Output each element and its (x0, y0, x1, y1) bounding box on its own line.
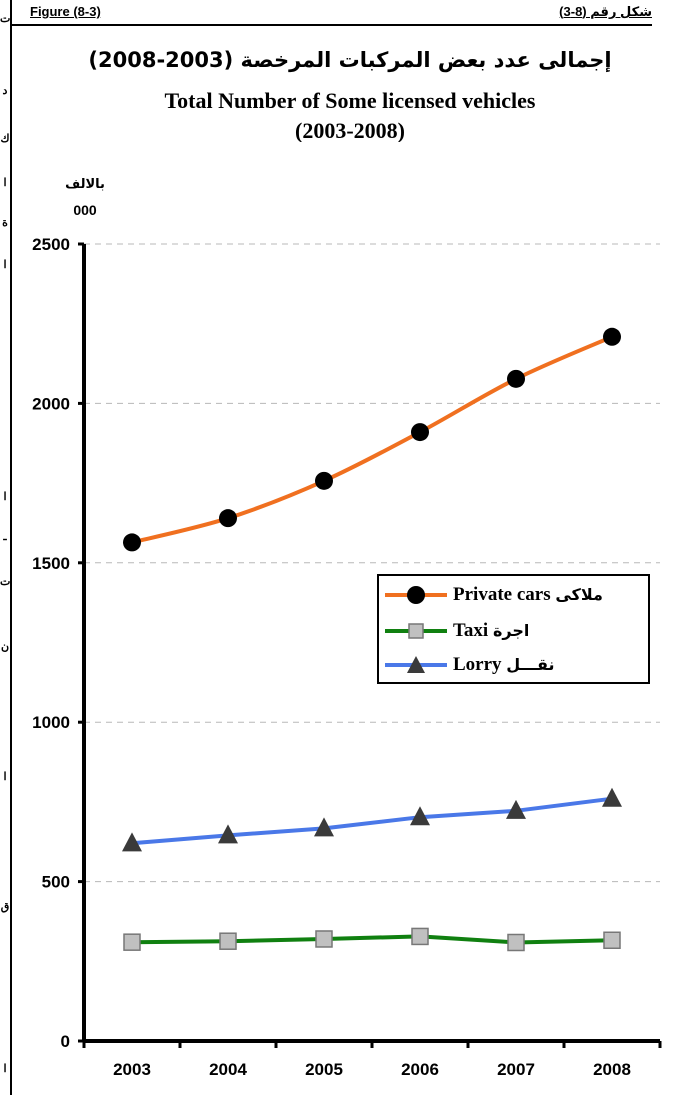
data-point-private (315, 471, 333, 490)
data-point-private (219, 509, 237, 528)
x-tick-label: 2005 (305, 1060, 343, 1079)
cropped-margin-glyph: ن (0, 641, 10, 653)
triangle-marker-icon (407, 656, 425, 673)
legend-item-lorry: Lorry نقـــل (379, 650, 648, 680)
legend-label-taxi-en: Taxi (453, 620, 489, 641)
data-point-lorry (218, 824, 238, 844)
cropped-margin-glyph: ا (3, 177, 7, 189)
x-tick-label: 2007 (497, 1060, 535, 1079)
square-marker-icon (408, 623, 424, 639)
y-tick-label: 500 (42, 873, 70, 892)
cropped-margin-glyph: ـ (3, 531, 7, 543)
cropped-margin-glyph: ا (3, 1063, 7, 1075)
series-line-private (131, 334, 613, 545)
cropped-margin-glyph: د (2, 85, 8, 97)
data-point-lorry (602, 787, 622, 807)
y-tick-label: 2500 (32, 235, 70, 254)
legend-item-private-cars: Private cars ملاكى (379, 580, 648, 610)
unit-label-thousands: 000 (73, 202, 97, 218)
cropped-margin-glyph: ا (3, 259, 7, 271)
data-point-lorry (506, 799, 526, 819)
unit-label-arabic: بالالف (65, 176, 105, 191)
legend-label-lorry-ar: نقـــل (506, 655, 555, 674)
data-point-taxi (315, 930, 333, 948)
legend-label-private-ar: ملاكى (555, 585, 603, 604)
x-tick-label: 2004 (209, 1060, 247, 1079)
cropped-margin-glyph: ت (0, 576, 10, 588)
legend-label-private-en: Private cars (453, 584, 551, 605)
legend-label-lorry: Lorry نقـــل (453, 654, 555, 676)
data-point-lorry (410, 806, 430, 826)
data-point-taxi (603, 931, 621, 950)
page-margin-bar: ت د ك ا ة ا ا ـ ت ن ا ق ا (0, 0, 12, 1095)
chart-title-english: Total Number of Some licensed vehicles (164, 88, 536, 113)
y-tick-label: 1500 (32, 554, 70, 573)
cropped-margin-glyph: ا (3, 771, 7, 783)
chart-title-years: (2003-2008) (295, 118, 405, 142)
figure-number-en: Figure (8-3) (30, 4, 101, 19)
y-tick-label: 1000 (32, 713, 70, 732)
legend-label-lorry-en: Lorry (453, 654, 502, 675)
data-point-lorry (122, 832, 142, 852)
header-rule (10, 24, 652, 26)
data-point-taxi (411, 927, 429, 946)
legend-label-taxi: Taxi اجرة (453, 620, 529, 642)
y-tick-label: 0 (61, 1032, 70, 1051)
cropped-margin-glyph: ت (0, 13, 10, 25)
data-point-private (123, 533, 141, 552)
series-line-lorry (131, 796, 613, 846)
chart-title-arabic: إجمالى عدد بعض المركبات المرخصة (2003-20… (88, 48, 612, 72)
data-point-taxi (123, 933, 141, 951)
data-point-lorry (314, 817, 334, 837)
x-tick-label: 2008 (593, 1060, 631, 1079)
cropped-margin-glyph: ك (0, 133, 10, 145)
x-tick-label: 2003 (113, 1060, 151, 1079)
cropped-margin-glyph: ة (2, 217, 8, 229)
cropped-margin-glyph: ق (0, 901, 10, 913)
circle-marker-icon (407, 586, 425, 604)
data-point-private (507, 369, 525, 388)
data-point-taxi (219, 932, 237, 950)
legend-label-private: Private cars ملاكى (453, 584, 603, 606)
legend-label-taxi-ar: اجرة (492, 621, 530, 640)
series-line-taxi (131, 934, 613, 945)
data-point-taxi (507, 933, 525, 952)
x-tick-label: 2006 (401, 1060, 439, 1079)
cropped-margin-glyph: ا (3, 491, 7, 503)
data-point-private (411, 423, 429, 442)
data-point-private (603, 327, 621, 346)
chart-legend: Private cars ملاكى Taxi اجرة Lorry نقـــ… (377, 574, 650, 684)
y-tick-label: 2000 (32, 394, 70, 413)
legend-item-taxi: Taxi اجرة (379, 616, 648, 646)
figure-number-ar: شكل رقم (8-3) (559, 4, 652, 19)
